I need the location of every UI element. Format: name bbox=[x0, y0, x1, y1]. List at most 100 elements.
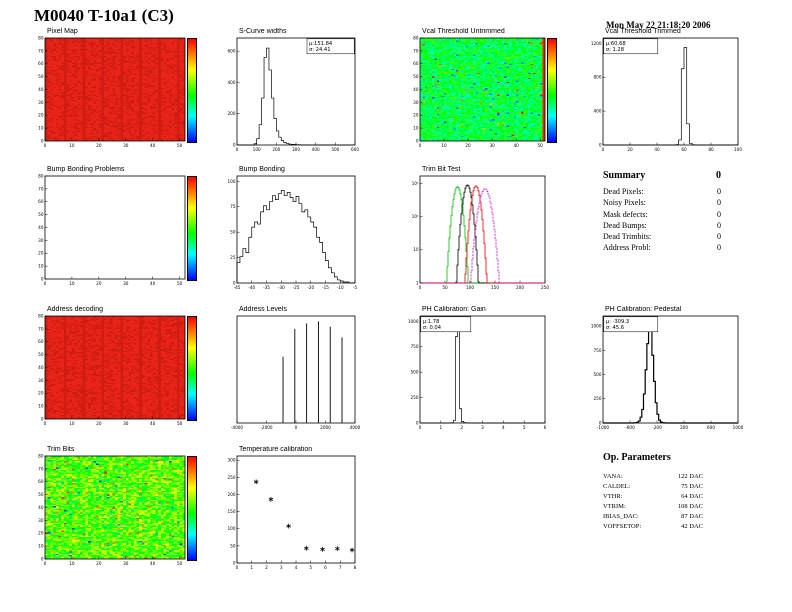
svg-text:0: 0 bbox=[41, 276, 44, 281]
summary-row-label: Noisy Pixels: bbox=[603, 198, 646, 208]
svg-text:50: 50 bbox=[538, 143, 544, 148]
svg-text:30: 30 bbox=[123, 421, 129, 426]
op-parameter-row: IBIAS_DAC: 87 DAC bbox=[603, 512, 703, 522]
svg-text:200: 200 bbox=[680, 425, 688, 430]
svg-text:600: 600 bbox=[228, 49, 236, 54]
svg-text:100: 100 bbox=[253, 147, 261, 152]
svg-text:7: 7 bbox=[339, 565, 342, 570]
svg-text:-4000: -4000 bbox=[231, 425, 244, 430]
op-parameters-panel: Op. Parameters VANA: 122 DAC CALDEL: 75 DA… bbox=[603, 452, 703, 532]
summary-panel: Summary 0 Dead Pixels: 0 Noisy Pixels: 0 M… bbox=[603, 170, 721, 254]
svg-text:200: 200 bbox=[516, 285, 524, 290]
timestamp: Mon May 22 21:18:20 2006 bbox=[606, 20, 711, 30]
svg-text:10: 10 bbox=[413, 247, 419, 252]
svg-text:μ:1.78: μ:1.78 bbox=[423, 319, 440, 325]
svg-text:-10: -10 bbox=[337, 285, 344, 290]
svg-text:0: 0 bbox=[41, 556, 44, 561]
svg-text:0: 0 bbox=[44, 143, 47, 148]
vcal-untrimmed-chart: 0 10 20 30 40 50 0 10 20 30 40 50 60 70 80 bbox=[413, 35, 546, 148]
svg-text:20: 20 bbox=[38, 113, 44, 118]
svg-text:30: 30 bbox=[38, 238, 44, 243]
bump-problems-title: Bump Bonding Problems bbox=[47, 166, 125, 173]
op-parameter-label: IBIAS_DAC: bbox=[603, 513, 639, 520]
pixel-map-plot: Pixel Map 0 10 20 30 40 50 0 10 20 30 40 50 60 70 80 bbox=[38, 28, 210, 158]
svg-text:20: 20 bbox=[465, 143, 471, 148]
svg-text:30: 30 bbox=[38, 378, 44, 383]
svg-text:150: 150 bbox=[491, 285, 499, 290]
svg-text:40: 40 bbox=[150, 143, 156, 148]
svg-text:-2000: -2000 bbox=[260, 425, 273, 430]
svg-text:60: 60 bbox=[38, 199, 44, 204]
svg-text:75: 75 bbox=[230, 204, 236, 209]
svg-text:μ:60.68: μ:60.68 bbox=[606, 41, 626, 47]
svg-text:70: 70 bbox=[38, 466, 44, 471]
svg-text:30: 30 bbox=[413, 100, 419, 105]
svg-text:0: 0 bbox=[602, 147, 605, 152]
svg-text:0: 0 bbox=[44, 561, 47, 566]
svg-text:80: 80 bbox=[38, 35, 44, 40]
svg-text:500: 500 bbox=[594, 372, 602, 377]
svg-text:σ: 1.28: σ: 1.28 bbox=[606, 47, 624, 53]
op-parameter-value: 122 DAC bbox=[677, 473, 703, 480]
svg-text:0: 0 bbox=[416, 420, 419, 425]
trimbit-test-title: Trim Bit Test bbox=[422, 166, 461, 173]
svg-text:0: 0 bbox=[419, 143, 422, 148]
svg-text:3: 3 bbox=[280, 565, 283, 570]
svg-text:50: 50 bbox=[38, 492, 44, 497]
svg-text:50: 50 bbox=[177, 421, 183, 426]
svg-text:3: 3 bbox=[481, 425, 484, 430]
summary-row-value: 0 bbox=[717, 220, 721, 230]
svg-text:30: 30 bbox=[489, 143, 495, 148]
svg-text:4000: 4000 bbox=[350, 425, 361, 430]
svg-text:80: 80 bbox=[38, 453, 44, 458]
svg-text:-40: -40 bbox=[248, 285, 255, 290]
trim-bits-title: Trim Bits bbox=[47, 446, 75, 453]
summary-row: Dead Bumps: 0 bbox=[603, 220, 721, 231]
trimbit-test-chart: 0 50 100 150 200 250 1 10 10² 10³ bbox=[412, 175, 549, 290]
svg-text:6: 6 bbox=[324, 565, 327, 570]
svg-text:25: 25 bbox=[230, 255, 236, 260]
svg-text:200: 200 bbox=[228, 492, 236, 497]
svg-text:1000: 1000 bbox=[408, 319, 419, 324]
summary-row: Dead Pixels: 0 bbox=[603, 186, 721, 197]
svg-text:750: 750 bbox=[594, 348, 602, 353]
ph-gain-chart: 0 1 2 3 4 5 6 0 250 500 750 1000 μ:1.78 σ: 0.04 bbox=[408, 315, 547, 430]
svg-text:20: 20 bbox=[96, 143, 102, 148]
svg-text:30: 30 bbox=[38, 518, 44, 523]
trimbit-test-plot: Trim Bit Test 0 50 100 150 200 250 1 10 10² 10³ bbox=[412, 166, 565, 296]
temp-calibration-chart: 0 1 2 3 4 5 6 7 8 0 50 100 150 200 250 300 bbox=[228, 455, 357, 570]
svg-text:20: 20 bbox=[627, 147, 633, 152]
bump-problems-chart: 0 10 20 30 40 50 0 10 20 30 40 50 60 70 80 bbox=[38, 173, 186, 286]
op-parameters-heading: Op. Parameters bbox=[603, 452, 671, 463]
svg-text:-15: -15 bbox=[322, 285, 329, 290]
summary-row-label: Address Probl: bbox=[603, 243, 651, 253]
svg-text:70: 70 bbox=[38, 48, 44, 53]
svg-text:σ: 24.41: σ: 24.41 bbox=[309, 47, 331, 53]
svg-text:400: 400 bbox=[228, 80, 236, 85]
bump-problems-color-scale bbox=[187, 176, 197, 281]
svg-text:0: 0 bbox=[419, 425, 422, 430]
op-parameter-row: VANA: 122 DAC bbox=[603, 472, 703, 482]
svg-text:4: 4 bbox=[502, 425, 505, 430]
svg-text:50: 50 bbox=[177, 561, 183, 566]
svg-text:20: 20 bbox=[38, 391, 44, 396]
svg-text:10: 10 bbox=[441, 143, 447, 148]
svg-text:20: 20 bbox=[96, 421, 102, 426]
svg-text:10: 10 bbox=[69, 143, 75, 148]
svg-text:2000: 2000 bbox=[320, 425, 331, 430]
svg-text:400: 400 bbox=[594, 109, 602, 114]
svg-text:0: 0 bbox=[233, 142, 236, 147]
svg-text:-45: -45 bbox=[234, 285, 241, 290]
svg-text:1000: 1000 bbox=[591, 324, 602, 329]
vcal-trimmed-chart: 0 20 40 60 80 100 0 400 800 1200 μ:60.68 σ: 1.28 bbox=[591, 37, 742, 152]
svg-text:50: 50 bbox=[38, 74, 44, 79]
op-parameter-row: VTRIM: 108 DAC bbox=[603, 502, 703, 512]
op-parameter-label: VTHR: bbox=[603, 493, 623, 500]
svg-text:μ: -309.3: μ: -309.3 bbox=[606, 319, 629, 325]
svg-text:10: 10 bbox=[38, 404, 44, 409]
scurve-widths-plot: S-Curve widths 0 100 200 300 400 500 600 0 200 40… bbox=[228, 28, 367, 158]
ph-gain-plot: PH Calibration: Gain 0 1 2 3 4 5 6 0 250 500 750 10… bbox=[408, 306, 565, 436]
op-parameter-label: VTRIM: bbox=[603, 503, 626, 510]
svg-text:1: 1 bbox=[439, 425, 442, 430]
svg-text:40: 40 bbox=[38, 505, 44, 510]
